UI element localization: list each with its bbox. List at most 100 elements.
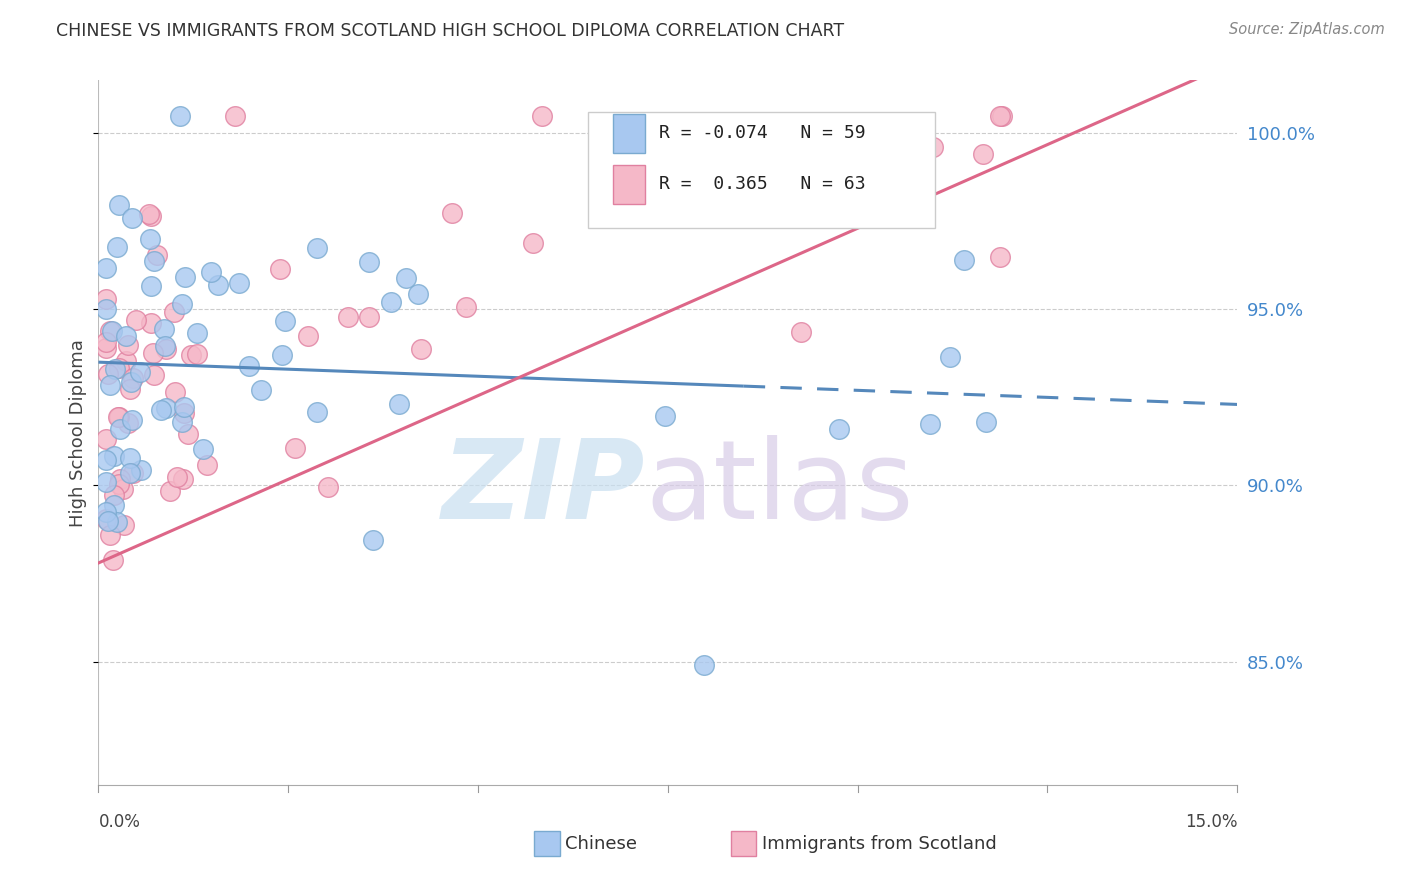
Point [103,488,125,502]
Point [388,397,411,411]
Text: R = -0.074   N = 59: R = -0.074 N = 59 [659,125,865,143]
Point [117,338,139,352]
Point [170,415,193,429]
Point [768,168,790,182]
Point [98,324,121,338]
Point [155,339,177,353]
Point [307,241,329,255]
Point [173,401,195,415]
Point [121,211,143,226]
Point [94,292,117,306]
Text: Chinese: Chinese [565,835,637,853]
Point [921,140,943,154]
Point [121,375,143,389]
Point [952,252,974,267]
Point [104,362,127,376]
Point [105,239,128,253]
Point [145,248,167,262]
Point [988,250,1011,264]
Point [110,472,132,486]
Point [173,270,195,285]
Point [159,484,181,499]
Point [108,476,131,491]
Text: 15.0%: 15.0% [1185,814,1237,831]
Point [703,181,725,195]
FancyBboxPatch shape [588,112,935,228]
Point [94,335,117,350]
Point [97,514,120,528]
Point [530,108,553,122]
Text: Immigrants from Scotland: Immigrants from Scotland [762,835,997,853]
Point [195,458,218,472]
Point [94,475,117,489]
Point [129,463,152,477]
Point [522,236,544,251]
Bar [613,114,645,153]
Point [200,265,222,279]
Point [141,278,163,293]
Point [101,324,124,338]
Point [186,326,208,340]
Point [122,371,145,385]
Point [972,146,994,161]
Point [139,210,162,224]
Point [173,406,195,420]
Text: 0.0%: 0.0% [98,814,141,831]
Point [172,472,194,486]
Point [153,322,176,336]
Point [94,260,117,275]
Bar [613,165,645,203]
Point [97,368,120,382]
Point [103,498,125,512]
Point [142,346,165,360]
Point [991,108,1014,122]
Point [94,452,117,467]
Point [976,415,998,429]
Point [142,254,165,268]
Point [129,365,152,379]
Point [94,302,117,317]
Point [112,518,135,533]
Point [380,294,402,309]
Text: atlas: atlas [645,435,914,542]
Text: Source: ZipAtlas.com: Source: ZipAtlas.com [1229,22,1385,37]
Point [112,482,135,496]
Point [193,442,215,457]
Point [120,382,142,396]
Point [307,405,329,419]
Point [98,528,121,542]
Y-axis label: High School Diploma: High School Diploma [69,339,87,526]
Point [141,316,163,330]
Point [98,378,121,392]
Point [269,262,291,277]
Point [117,416,139,430]
Point [316,480,339,494]
Point [94,432,117,446]
Text: ZIP: ZIP [441,435,645,542]
Point [409,343,432,357]
Point [228,277,250,291]
Point [988,108,1011,122]
Point [939,351,962,365]
Point [186,347,208,361]
Point [270,348,292,362]
Point [94,341,117,355]
Point [107,198,129,212]
Point [284,441,307,455]
Point [121,413,143,427]
Point [654,409,676,423]
Point [682,136,704,150]
Point [108,361,131,376]
Point [845,140,868,154]
Point [359,255,381,269]
Point [107,409,129,424]
Point [406,287,429,301]
Point [180,348,202,362]
Point [108,409,131,424]
Point [139,232,162,246]
Point [250,383,273,397]
Point [121,466,143,480]
Point [124,313,146,327]
Point [103,449,125,463]
Point [828,421,851,435]
